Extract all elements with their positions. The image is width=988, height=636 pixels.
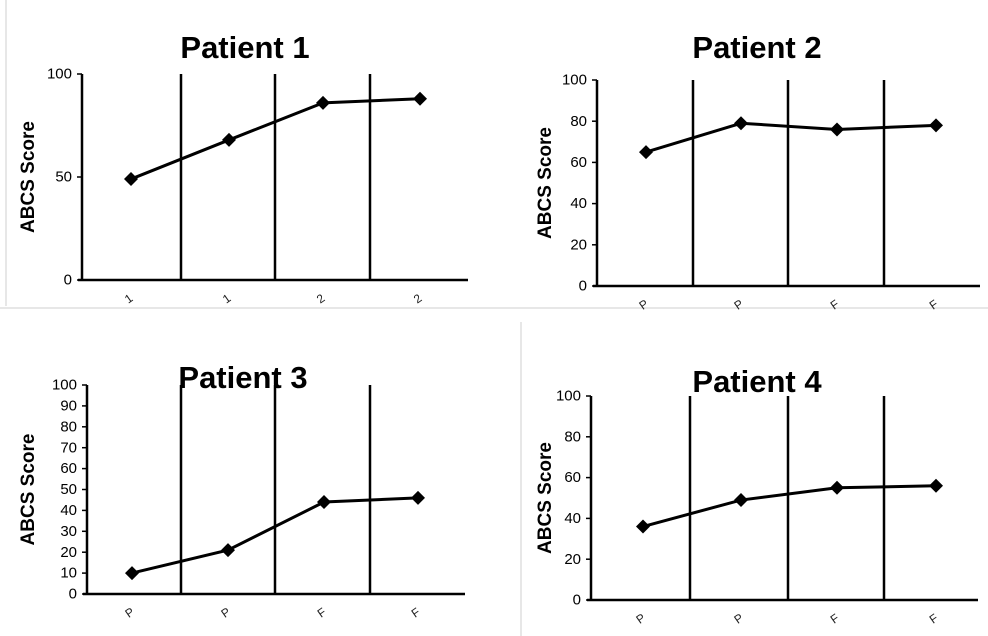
chart-title: Patient 3	[178, 360, 307, 395]
data-point-marker	[317, 495, 331, 510]
x-tick-label: P	[731, 297, 746, 313]
y-axis-label: ABCS Score	[535, 442, 556, 554]
data-point-marker	[734, 493, 748, 508]
y-tick-label: 80	[564, 428, 581, 445]
data-point-marker	[929, 118, 943, 133]
y-tick-label: 0	[579, 278, 587, 295]
data-point-marker	[734, 116, 748, 131]
chart-panel-1: Patient 1 ABCS Score 0 50 100 1 1 2 2	[18, 30, 468, 306]
x-tick-label: F	[927, 297, 941, 313]
y-tick-label: 20	[60, 544, 77, 561]
y-tick-label: 20	[564, 551, 581, 568]
x-tick-label: 1	[220, 291, 234, 306]
x-tick-label: P	[636, 297, 651, 313]
x-tick-label: F	[828, 297, 842, 313]
data-point-marker	[125, 566, 139, 581]
y-tick-label: 10	[60, 565, 77, 582]
data-point-marker	[222, 132, 236, 147]
data-point-marker	[636, 519, 650, 534]
x-tick-label: F	[315, 605, 329, 621]
y-tick-label: 80	[570, 113, 587, 130]
x-tick-label: 2	[411, 291, 425, 306]
chart-panel-2: Patient 2 ABCS Score 0 20 40 60 80 100 P P F F	[535, 30, 980, 313]
chart-title: Patient 4	[692, 364, 822, 399]
y-tick-label: 0	[64, 272, 72, 289]
data-point-marker	[929, 478, 943, 493]
y-tick-label: 50	[60, 481, 77, 498]
chart-panel-3: Patient 3 ABCS Score 0 10 20 30 40 50 60 70 80 90 10…	[18, 360, 465, 621]
y-tick-label: 60	[570, 154, 587, 171]
data-point-marker	[316, 95, 330, 110]
chart-panel-4: Patient 4 ABCS Score 0 20 40 60 80 100 P P F F	[535, 364, 978, 627]
x-tick-label: F	[409, 605, 423, 621]
x-tick-label: P	[122, 605, 137, 621]
y-tick-label: 40	[60, 502, 77, 519]
y-tick-label: 0	[69, 586, 77, 603]
series-line	[642, 484, 937, 529]
y-tick-label: 30	[60, 523, 77, 540]
x-tick-label: P	[633, 611, 648, 627]
y-tick-label: 60	[564, 469, 581, 486]
x-tick-label: 1	[122, 291, 136, 306]
y-tick-label: 100	[556, 388, 581, 405]
y-tick-label: 60	[60, 460, 77, 477]
data-point-marker	[830, 480, 844, 495]
x-tick-label: P	[218, 605, 233, 621]
chart-title: Patient 1	[180, 30, 309, 65]
data-point-marker	[639, 145, 653, 160]
y-tick-label: 40	[564, 510, 581, 527]
y-tick-label: 100	[47, 66, 72, 83]
data-point-marker	[413, 91, 427, 106]
series-line	[131, 496, 419, 575]
data-point-marker	[411, 490, 425, 505]
chart-title: Patient 2	[692, 30, 821, 65]
y-axis-label: ABCS Score	[535, 127, 556, 239]
x-tick-label: F	[927, 611, 941, 627]
series-line	[130, 97, 421, 181]
y-tick-label: 20	[570, 236, 587, 253]
y-tick-label: 100	[562, 72, 587, 89]
series-line	[645, 121, 937, 154]
x-tick-label: 2	[314, 291, 328, 306]
data-point-marker	[221, 543, 235, 558]
y-tick-label: 0	[573, 592, 581, 609]
y-tick-label: 50	[55, 169, 72, 186]
y-tick-label: 40	[570, 195, 587, 212]
y-tick-label: 90	[60, 397, 77, 414]
x-tick-label: F	[828, 611, 842, 627]
y-tick-label: 70	[60, 439, 77, 456]
y-axis-label: ABCS Score	[18, 121, 39, 233]
y-tick-label: 80	[60, 418, 77, 435]
y-axis-label: ABCS Score	[18, 434, 39, 546]
x-tick-label: P	[731, 611, 746, 627]
data-point-marker	[830, 122, 844, 137]
data-point-marker	[124, 172, 138, 187]
y-tick-label: 100	[52, 377, 77, 394]
